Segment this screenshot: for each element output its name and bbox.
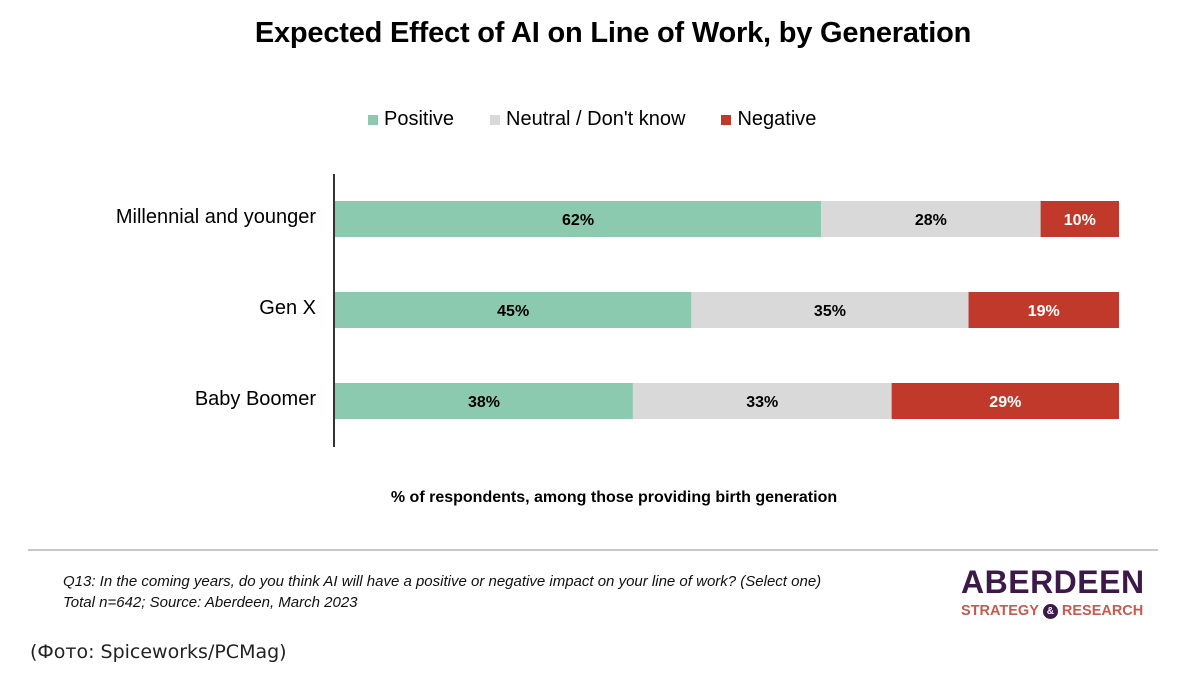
bar-gen-x-neutral-don-t-know — [691, 292, 969, 328]
bar-gen-x-positive — [335, 292, 692, 328]
survey-question-note: Q13: In the coming years, do you think A… — [63, 573, 822, 590]
bar-millennial-and-younger-positive — [335, 201, 822, 237]
legend-label-neutral: Neutral / Don't know — [506, 108, 686, 130]
legend-item-negative: Negative — [721, 108, 816, 131]
bar-baby-boomer-neutral-don-t-know — [632, 383, 892, 419]
data-label-gen-x-positive: 45% — [497, 303, 529, 320]
aberdeen-logo-subtitle: STRATEGY & RESEARCH — [961, 603, 1143, 619]
aberdeen-logo: ABERDEEN — [961, 564, 1145, 600]
bar-gen-x-negative — [968, 292, 1119, 328]
data-label-millennial-and-younger-positive: 62% — [562, 212, 594, 229]
category-label-millennial: Millennial and younger — [115, 206, 316, 228]
category-label-gen-x: Gen X — [259, 297, 316, 319]
photo-credit: (Фото: Spiceworks/PCMag) — [30, 641, 287, 663]
source-note: Total n=642; Source: Aberdeen, March 202… — [63, 594, 358, 611]
bar-millennial-and-younger-negative — [1040, 201, 1119, 237]
ampersand-icon: & — [1042, 603, 1058, 619]
logo-sub-left: STRATEGY — [961, 603, 1039, 619]
data-label-gen-x-neutral-don-t-know: 35% — [814, 303, 846, 320]
chart-title: Expected Effect of AI on Line of Work, b… — [254, 17, 972, 49]
data-label-baby-boomer-positive: 38% — [468, 394, 500, 411]
data-label-millennial-and-younger-negative: 10% — [1064, 212, 1096, 229]
legend-swatch-positive — [368, 114, 378, 125]
category-label-baby-boomer: Baby Boomer — [194, 388, 316, 410]
logo-sub-right: RESEARCH — [1061, 603, 1144, 619]
bar-millennial-and-younger-neutral-don-t-know — [821, 201, 1041, 237]
data-label-millennial-and-younger-neutral-don-t-know: 28% — [915, 212, 947, 229]
legend-item-neutral: Neutral / Don't know — [490, 108, 685, 131]
bar-baby-boomer-negative — [891, 383, 1119, 419]
legend: Positive Neutral / Don't know Negative — [368, 108, 852, 131]
data-label-baby-boomer-neutral-don-t-know: 33% — [746, 394, 778, 411]
legend-label-positive: Positive — [384, 108, 455, 130]
legend-swatch-negative — [721, 114, 732, 125]
y-axis-line — [333, 174, 335, 447]
x-axis-label: % of respondents, among those providing … — [390, 489, 838, 506]
legend-item-positive: Positive — [368, 108, 454, 131]
bar-baby-boomer-positive — [335, 383, 633, 419]
legend-label-negative: Negative — [737, 108, 817, 130]
data-label-baby-boomer-negative: 29% — [989, 394, 1021, 411]
footer-divider — [28, 549, 1158, 551]
legend-swatch-neutral — [490, 114, 501, 125]
data-label-gen-x-negative: 19% — [1028, 303, 1060, 320]
